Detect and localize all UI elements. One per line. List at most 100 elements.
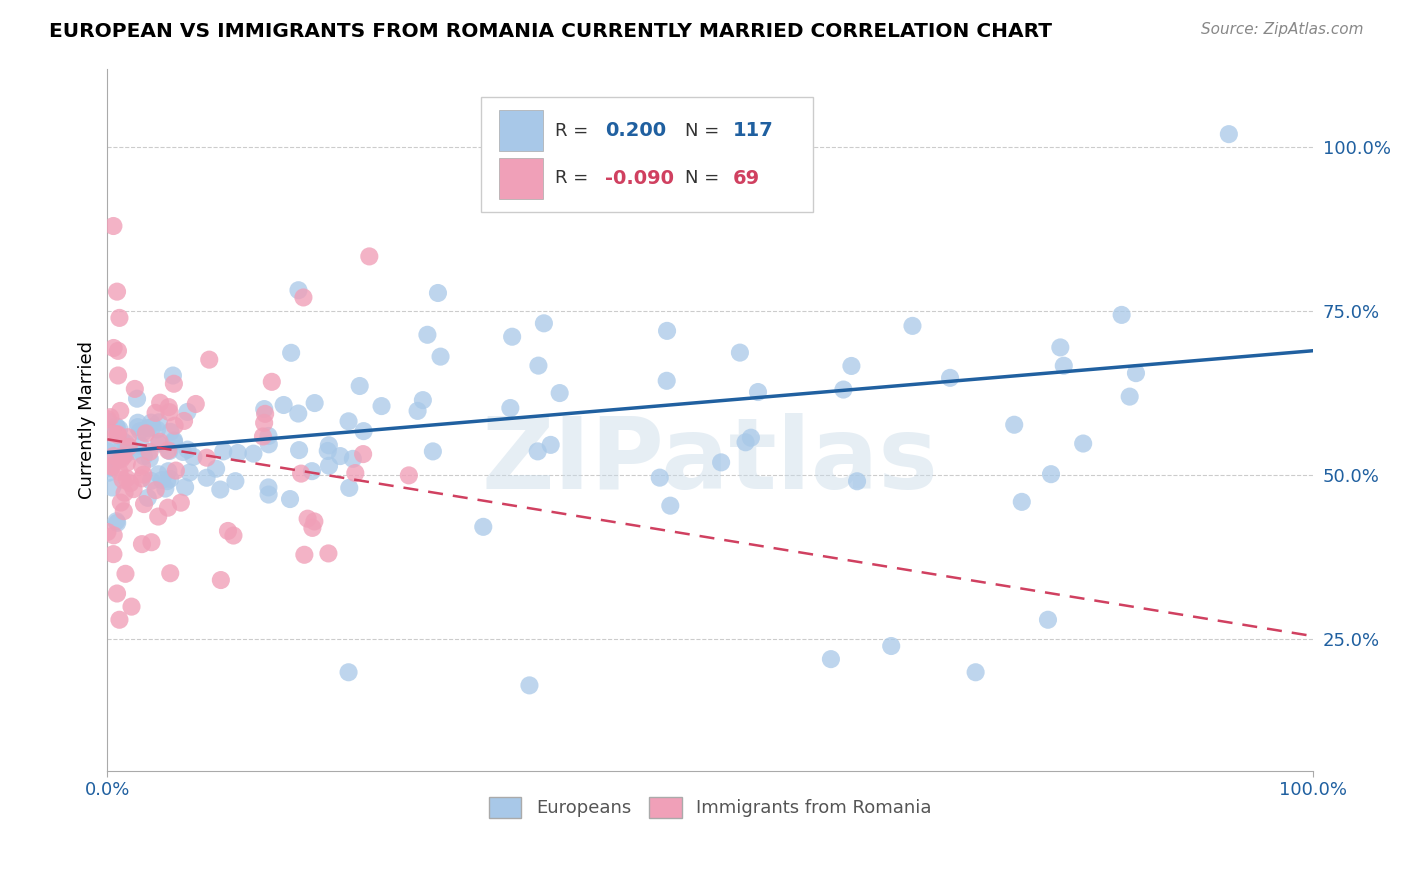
Point	[136, 491, 159, 505]
Point	[472, 520, 495, 534]
Point	[139, 451, 162, 466]
Text: 117: 117	[734, 121, 773, 140]
Point	[111, 473, 134, 487]
Point	[280, 346, 302, 360]
Point	[734, 435, 756, 450]
Point	[97, 444, 120, 458]
Text: N =: N =	[685, 121, 725, 139]
Point	[105, 285, 128, 299]
Point	[217, 524, 239, 538]
Point	[846, 475, 869, 489]
Point	[659, 499, 682, 513]
Point	[107, 343, 129, 358]
Point	[426, 285, 449, 300]
Point	[548, 386, 571, 401]
Point	[297, 511, 319, 525]
Point	[344, 466, 367, 480]
Point	[117, 430, 139, 444]
Point	[108, 613, 131, 627]
FancyBboxPatch shape	[499, 110, 543, 152]
Point	[112, 504, 135, 518]
Point	[195, 471, 218, 485]
Point	[1071, 436, 1094, 450]
Point	[149, 434, 172, 449]
Point	[97, 412, 120, 426]
Point	[273, 398, 295, 412]
Point	[163, 376, 186, 391]
Point	[96, 524, 118, 539]
Point	[141, 535, 163, 549]
Point	[257, 437, 280, 451]
Point	[156, 500, 179, 515]
Text: Source: ZipAtlas.com: Source: ZipAtlas.com	[1201, 22, 1364, 37]
Point	[148, 509, 170, 524]
Point	[112, 450, 135, 464]
Point	[1111, 308, 1133, 322]
Text: R =: R =	[555, 121, 593, 139]
Point	[110, 452, 132, 467]
Point	[292, 290, 315, 304]
Point	[135, 426, 157, 441]
Point	[224, 474, 246, 488]
Point	[429, 350, 451, 364]
Point	[370, 399, 392, 413]
Point	[105, 421, 128, 435]
Point	[124, 444, 146, 458]
Point	[1036, 613, 1059, 627]
Point	[1002, 417, 1025, 432]
Point	[257, 487, 280, 501]
Point	[540, 438, 562, 452]
Point	[111, 434, 134, 448]
Point	[242, 447, 264, 461]
Point	[165, 464, 187, 478]
Point	[121, 599, 143, 614]
Y-axis label: Currently Married: Currently Married	[79, 341, 96, 499]
Point	[527, 359, 550, 373]
Point	[422, 444, 444, 458]
Point	[101, 439, 124, 453]
Point	[337, 481, 360, 495]
Point	[209, 573, 232, 587]
Point	[747, 384, 769, 399]
Point	[290, 467, 312, 481]
Point	[115, 456, 138, 470]
Point	[97, 415, 120, 429]
Point	[728, 345, 751, 359]
Point	[132, 425, 155, 439]
Point	[198, 352, 221, 367]
Text: EUROPEAN VS IMMIGRANTS FROM ROMANIA CURRENTLY MARRIED CORRELATION CHART: EUROPEAN VS IMMIGRANTS FROM ROMANIA CURR…	[49, 22, 1052, 41]
Point	[288, 443, 311, 458]
Point	[880, 639, 903, 653]
Point	[105, 419, 128, 434]
Point	[101, 458, 124, 473]
Point	[155, 482, 177, 496]
Text: N =: N =	[685, 169, 725, 187]
Point	[278, 492, 301, 507]
Point	[114, 436, 136, 450]
Point	[114, 566, 136, 581]
Point	[148, 467, 170, 482]
Point	[226, 446, 249, 460]
Point	[141, 420, 163, 434]
FancyBboxPatch shape	[481, 96, 813, 212]
Point	[156, 474, 179, 488]
Text: ZIPatlas: ZIPatlas	[482, 413, 939, 510]
Point	[304, 515, 326, 529]
Point	[145, 406, 167, 420]
Point	[212, 444, 235, 458]
Point	[1218, 127, 1240, 141]
Point	[184, 397, 207, 411]
Point	[145, 483, 167, 498]
Point	[318, 458, 340, 473]
Point	[101, 426, 124, 441]
Point	[122, 482, 145, 496]
Point	[149, 395, 172, 409]
Point	[100, 459, 122, 474]
Point	[114, 446, 136, 460]
Point	[139, 474, 162, 488]
Legend: Europeans, Immigrants from Romania: Europeans, Immigrants from Romania	[482, 789, 939, 825]
Point	[138, 445, 160, 459]
Point	[349, 379, 371, 393]
Point	[301, 521, 323, 535]
Point	[105, 586, 128, 600]
